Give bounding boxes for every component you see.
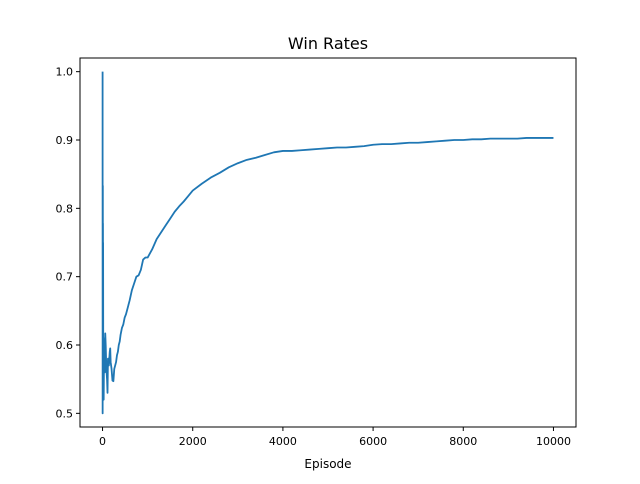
win-rate-line [101,71,554,415]
y-axis: 0.5 0.6 0.7 0.8 0.9 1.0 [56,66,80,420]
y-tick-label: 0.8 [56,202,74,215]
x-axis-label: Episode [304,457,351,471]
y-tick-label: 0.9 [56,134,74,147]
plot-area-frame [79,57,577,428]
x-tick-label: 10000 [536,435,571,448]
x-tick-label: 8000 [449,435,477,448]
x-tick-label: 4000 [269,435,297,448]
y-tick-label: 0.5 [56,407,74,420]
y-tick-label: 0.6 [56,339,74,352]
x-tick-label: 0 [99,435,106,448]
x-tick-label: 2000 [179,435,207,448]
chart-title: Win Rates [288,34,368,53]
x-tick-label: 6000 [359,435,387,448]
y-tick-label: 1.0 [56,66,74,79]
y-tick-label: 0.7 [56,271,74,284]
x-axis: 0 2000 4000 6000 8000 10000 [99,427,571,448]
